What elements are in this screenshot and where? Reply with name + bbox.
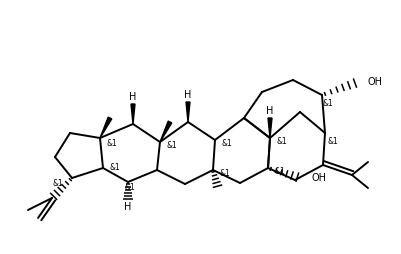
Text: &1: &1 [53, 179, 63, 187]
Text: H: H [129, 92, 136, 102]
Text: &1: &1 [106, 138, 117, 148]
Text: &1: &1 [109, 164, 120, 172]
Text: H: H [124, 202, 132, 212]
Text: &1: &1 [274, 167, 285, 177]
Text: &1: &1 [166, 141, 177, 151]
Polygon shape [100, 117, 111, 138]
Text: &1: &1 [322, 99, 332, 107]
Text: OH: OH [367, 77, 382, 87]
Polygon shape [160, 121, 171, 142]
Text: &1: &1 [219, 169, 230, 179]
Text: OH: OH [311, 173, 326, 183]
Text: H: H [184, 90, 191, 100]
Text: H: H [265, 106, 273, 116]
Text: &1: &1 [124, 183, 135, 192]
Polygon shape [186, 102, 190, 122]
Polygon shape [131, 104, 135, 124]
Polygon shape [267, 118, 271, 138]
Text: &1: &1 [221, 139, 232, 149]
Text: &1: &1 [327, 136, 338, 146]
Text: &1: &1 [276, 137, 287, 147]
